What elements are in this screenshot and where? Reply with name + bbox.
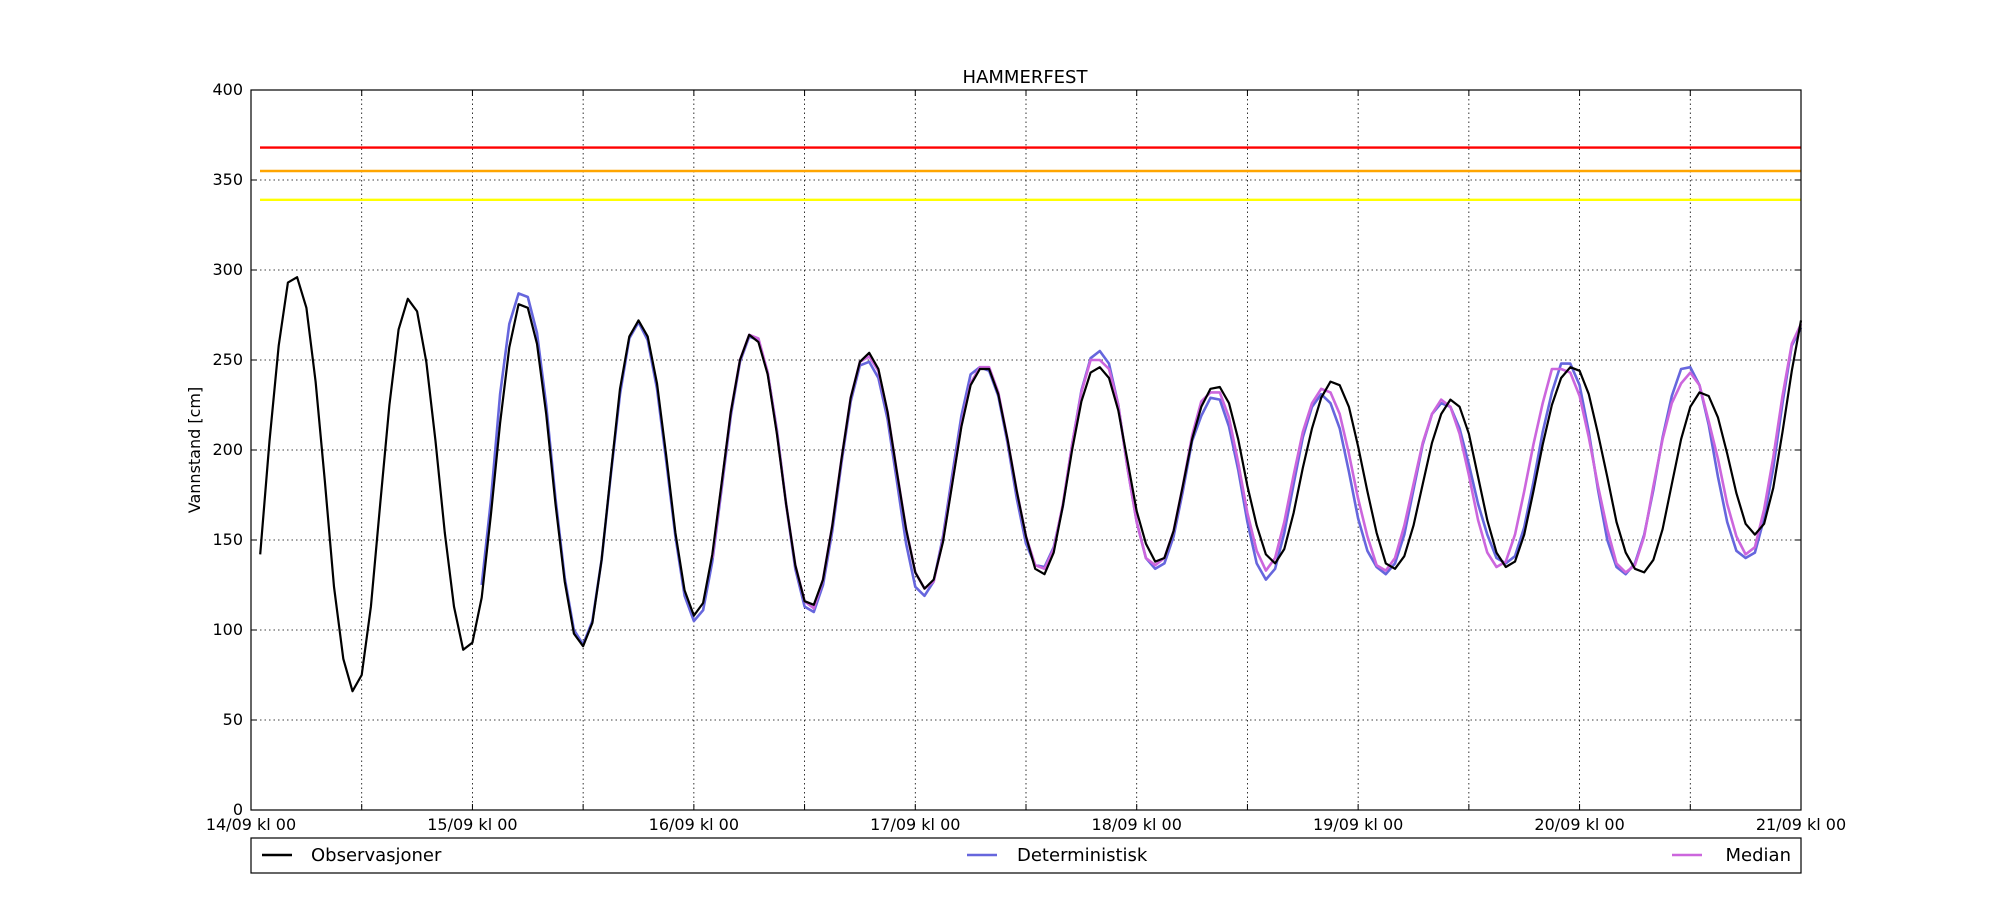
x-tick-label: 17/09 kl 00 — [870, 815, 960, 834]
y-tick-label: 0 — [233, 800, 243, 819]
x-tick-label: 15/09 kl 00 — [427, 815, 517, 834]
series-lines — [259, 276, 1803, 693]
chart-title: HAMMERFEST — [963, 67, 1089, 88]
legend-label: Deterministisk — [1017, 845, 1148, 866]
y-tick-label: 250 — [212, 350, 243, 369]
y-tick-label: 50 — [223, 710, 243, 729]
x-tick-label: 20/09 kl 00 — [1534, 815, 1624, 834]
series-line — [480, 292, 1803, 646]
x-tick-label: 19/09 kl 00 — [1313, 815, 1403, 834]
y-tick-label: 150 — [212, 530, 243, 549]
axis-ticks — [250, 89, 1802, 811]
y-tick-label: 200 — [212, 440, 243, 459]
x-tick-label: 16/09 kl 00 — [649, 815, 739, 834]
grid-lines — [251, 90, 1801, 810]
x-tick-label: 14/09 kl 00 — [206, 815, 296, 834]
legend: Observasjoner Deterministisk Median — [250, 837, 1802, 874]
x-tick-label: 21/09 kl 00 — [1756, 815, 1846, 834]
y-tick-labels: 0 50 100 150 200 250 300 350 400 — [212, 80, 243, 819]
y-tick-label: 350 — [212, 170, 243, 189]
y-tick-label: 400 — [212, 80, 243, 99]
threshold-lines — [260, 146, 1801, 202]
series-line — [259, 276, 1803, 693]
x-tick-label: 18/09 kl 00 — [1092, 815, 1182, 834]
y-axis-label: Vannstand [cm] — [185, 387, 204, 513]
legend-frame — [250, 837, 1802, 874]
y-tick-label: 100 — [212, 620, 243, 639]
legend-label: Median — [1726, 845, 1791, 866]
legend-label: Observasjoner — [311, 845, 442, 866]
y-tick-label: 300 — [212, 260, 243, 279]
x-tick-labels: 14/09 kl 00 15/09 kl 00 16/09 kl 00 17/09 k… — [206, 815, 1846, 834]
